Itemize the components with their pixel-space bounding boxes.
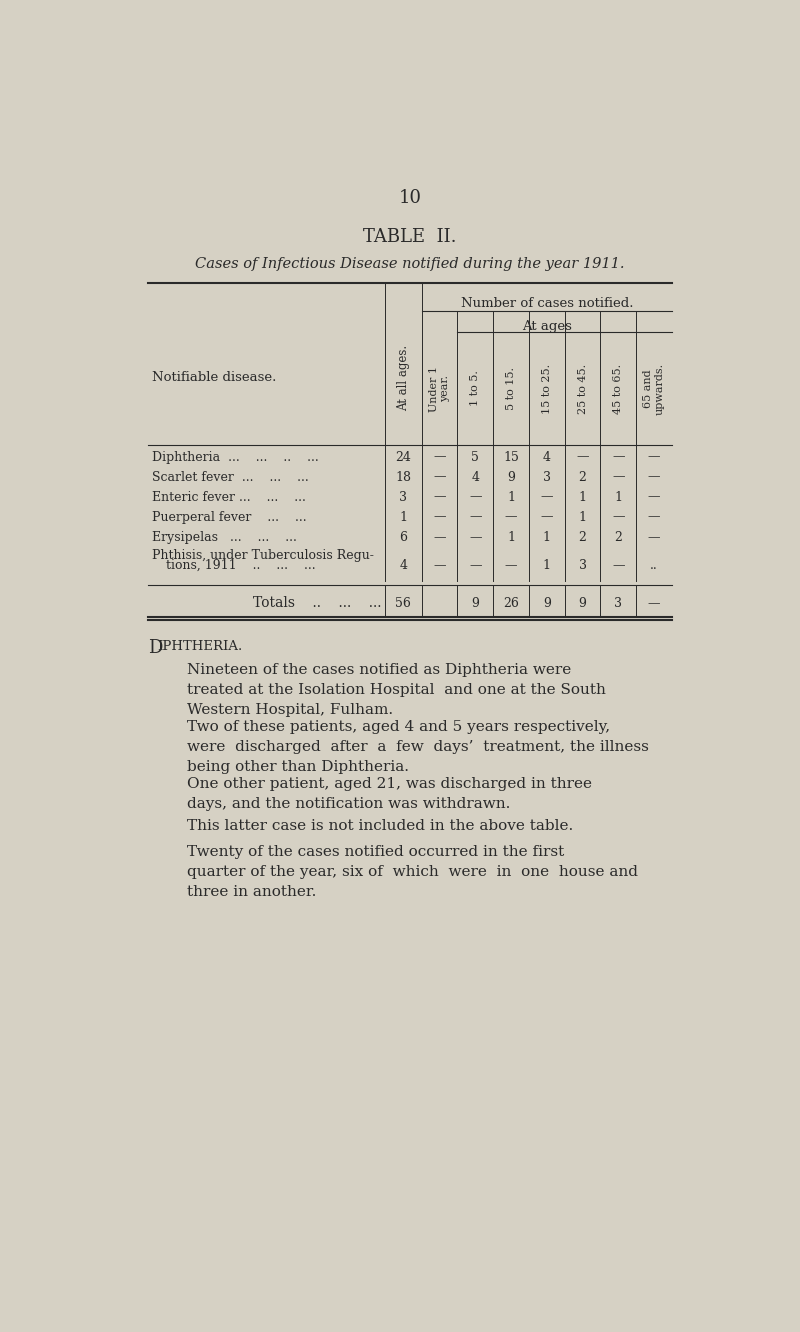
Text: 24: 24 bbox=[395, 450, 411, 464]
Text: Cases of Infectious Disease notified during the year 1911.: Cases of Infectious Disease notified dur… bbox=[195, 257, 625, 270]
Text: Notifiable disease.: Notifiable disease. bbox=[152, 372, 276, 384]
Text: —: — bbox=[541, 490, 553, 503]
Text: 1 to 5.: 1 to 5. bbox=[470, 370, 480, 406]
Text: —: — bbox=[434, 470, 446, 484]
Text: 1: 1 bbox=[507, 530, 515, 543]
Text: 4: 4 bbox=[542, 450, 550, 464]
Text: 6: 6 bbox=[399, 530, 407, 543]
Text: D: D bbox=[148, 638, 162, 657]
Text: 5: 5 bbox=[471, 450, 479, 464]
Text: —: — bbox=[576, 450, 589, 464]
Text: ..: .. bbox=[650, 558, 658, 571]
Text: 10: 10 bbox=[398, 189, 422, 206]
Text: Two of these patients, aged 4 and 5 years respectively,
were  discharged  after : Two of these patients, aged 4 and 5 year… bbox=[187, 721, 649, 774]
Text: Scarlet fever  ...    ...    ...: Scarlet fever ... ... ... bbox=[152, 470, 309, 484]
Text: 15: 15 bbox=[503, 450, 519, 464]
Text: —: — bbox=[469, 558, 482, 571]
Text: 1: 1 bbox=[542, 530, 550, 543]
Text: —: — bbox=[434, 558, 446, 571]
Text: Number of cases notified.: Number of cases notified. bbox=[461, 297, 633, 310]
Text: —: — bbox=[434, 510, 446, 523]
Text: This latter case is not included in the above table.: This latter case is not included in the … bbox=[187, 819, 573, 832]
Text: —: — bbox=[648, 510, 660, 523]
Text: 15 to 25.: 15 to 25. bbox=[542, 364, 552, 414]
Text: 45 to 65.: 45 to 65. bbox=[614, 364, 623, 414]
Text: 25 to 45.: 25 to 45. bbox=[578, 364, 587, 414]
Text: 2: 2 bbox=[578, 530, 586, 543]
Text: 5 to 15.: 5 to 15. bbox=[506, 368, 516, 410]
Text: 9: 9 bbox=[471, 597, 479, 610]
Text: Puerperal fever    ...    ...: Puerperal fever ... ... bbox=[152, 510, 306, 523]
Text: 4: 4 bbox=[471, 470, 479, 484]
Text: —: — bbox=[648, 530, 660, 543]
Text: Erysipelas   ...    ...    ...: Erysipelas ... ... ... bbox=[152, 530, 297, 543]
Text: —: — bbox=[612, 558, 625, 571]
Text: —: — bbox=[469, 490, 482, 503]
Text: —: — bbox=[648, 597, 660, 610]
Text: 9: 9 bbox=[578, 597, 586, 610]
Text: —: — bbox=[648, 450, 660, 464]
Text: —: — bbox=[434, 490, 446, 503]
Text: —: — bbox=[434, 450, 446, 464]
Text: 3: 3 bbox=[578, 558, 586, 571]
Text: 1: 1 bbox=[614, 490, 622, 503]
Text: One other patient, aged 21, was discharged in three
days, and the notification w: One other patient, aged 21, was discharg… bbox=[187, 778, 592, 811]
Text: 4: 4 bbox=[399, 558, 407, 571]
Text: IPHTHERIA.: IPHTHERIA. bbox=[158, 641, 242, 653]
Text: 1: 1 bbox=[399, 510, 407, 523]
Text: —: — bbox=[469, 530, 482, 543]
Text: Diphtheria  ...    ...    ..    ...: Diphtheria ... ... .. ... bbox=[152, 450, 318, 464]
Text: 9: 9 bbox=[543, 597, 550, 610]
Text: 3: 3 bbox=[399, 490, 407, 503]
Text: Twenty of the cases notified occurred in the first
quarter of the year, six of  : Twenty of the cases notified occurred in… bbox=[187, 844, 638, 899]
Text: 56: 56 bbox=[395, 597, 411, 610]
Text: 18: 18 bbox=[395, 470, 411, 484]
Text: TABLE  II.: TABLE II. bbox=[363, 228, 457, 245]
Text: Phthisis, under Tuberculosis Regu-: Phthisis, under Tuberculosis Regu- bbox=[152, 549, 374, 562]
Text: —: — bbox=[434, 530, 446, 543]
Text: tions, 1911    ..    ...    ...: tions, 1911 .. ... ... bbox=[166, 558, 315, 571]
Text: At ages: At ages bbox=[522, 320, 572, 333]
Text: 3: 3 bbox=[614, 597, 622, 610]
Text: —: — bbox=[612, 450, 625, 464]
Text: —: — bbox=[505, 558, 518, 571]
Text: 65 and
upwards.: 65 and upwards. bbox=[643, 362, 665, 414]
Text: 1: 1 bbox=[507, 490, 515, 503]
Text: 2: 2 bbox=[614, 530, 622, 543]
Text: At all ages.: At all ages. bbox=[397, 345, 410, 410]
Text: Nineteen of the cases notified as Diphtheria were
treated at the Isolation Hospi: Nineteen of the cases notified as Diphth… bbox=[187, 663, 606, 718]
Text: —: — bbox=[469, 510, 482, 523]
Text: 2: 2 bbox=[578, 470, 586, 484]
Text: Under 1
year.: Under 1 year. bbox=[429, 365, 450, 412]
Text: 1: 1 bbox=[578, 510, 586, 523]
Text: Enteric fever ...    ...    ...: Enteric fever ... ... ... bbox=[152, 490, 306, 503]
Text: Totals    ..    ...    ...: Totals .. ... ... bbox=[253, 597, 382, 610]
Text: 1: 1 bbox=[542, 558, 550, 571]
Text: 1: 1 bbox=[578, 490, 586, 503]
Text: 9: 9 bbox=[507, 470, 515, 484]
Text: 3: 3 bbox=[542, 470, 550, 484]
Text: 26: 26 bbox=[503, 597, 519, 610]
Text: —: — bbox=[648, 490, 660, 503]
Text: —: — bbox=[648, 470, 660, 484]
Text: —: — bbox=[612, 510, 625, 523]
Text: —: — bbox=[541, 510, 553, 523]
Text: —: — bbox=[612, 470, 625, 484]
Text: —: — bbox=[505, 510, 518, 523]
